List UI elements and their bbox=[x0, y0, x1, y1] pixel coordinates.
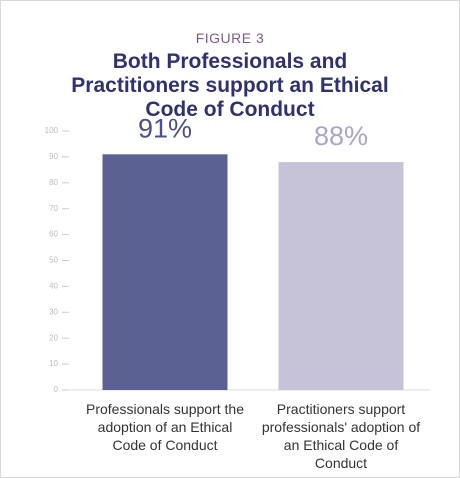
y-tick-label: 90 bbox=[49, 152, 58, 161]
y-tick-label: 60 bbox=[49, 230, 58, 239]
y-tick-label: 30 bbox=[49, 307, 58, 316]
value-label: 88% bbox=[314, 121, 368, 151]
bar bbox=[278, 162, 404, 390]
y-tick-label: 10 bbox=[49, 359, 58, 368]
y-tick-label: 40 bbox=[49, 282, 58, 291]
chart-title: Both Professionals and Practitioners sup… bbox=[71, 50, 389, 121]
value-label: 91% bbox=[138, 113, 192, 143]
x-tick-label: Practitioners support professionals' ado… bbox=[261, 401, 421, 471]
y-tick-label: 70 bbox=[49, 204, 58, 213]
y-tick-label: 20 bbox=[49, 333, 58, 342]
x-tick-label: Professionals support the adoption of an… bbox=[86, 401, 244, 453]
y-tick-label: 80 bbox=[49, 178, 58, 187]
chart-subtitle: FIGURE 3 bbox=[195, 30, 265, 46]
y-tick-label: 0 bbox=[54, 385, 59, 394]
y-tick-label: 100 bbox=[45, 126, 59, 135]
bar bbox=[102, 154, 228, 390]
y-tick-label: 50 bbox=[49, 256, 58, 265]
